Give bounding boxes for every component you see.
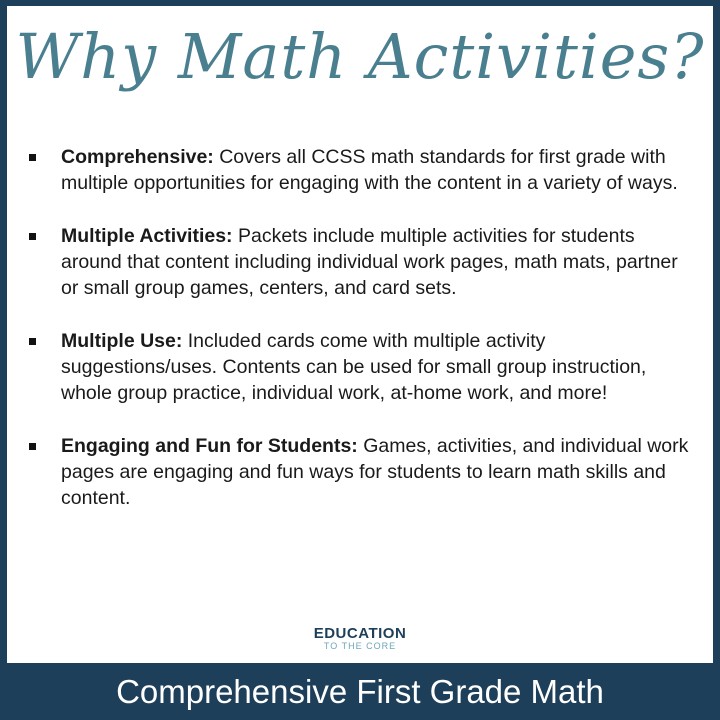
item-text: Packets include multiple activities for …: [61, 225, 678, 299]
item-text: Covers all CCSS math standards for first…: [61, 146, 678, 194]
item-heading: Multiple Use:: [61, 330, 183, 352]
logo-line1: EDUCATION: [313, 625, 407, 642]
item-heading: Multiple Activities:: [61, 225, 233, 247]
bullet-icon: [29, 443, 36, 450]
bullet-icon: [29, 338, 36, 345]
item-heading: Engaging and Fun for Students:: [61, 435, 358, 457]
item-heading: Comprehensive:: [61, 146, 214, 168]
feature-list: Comprehensive: Covers all CCSS math stan…: [27, 144, 697, 538]
logo-line2: TO THE CORE: [323, 641, 397, 651]
brand-logo: EDUCATION TO THE CORE: [0, 626, 720, 651]
bullet-icon: [29, 233, 36, 240]
bullet-icon: [29, 154, 36, 161]
list-item: Comprehensive: Covers all CCSS math stan…: [27, 144, 697, 196]
page-title: Why Math Activities?: [15, 20, 705, 93]
item-text: Included cards come with multiple activi…: [61, 330, 647, 404]
list-item: Multiple Use: Included cards come with m…: [27, 328, 697, 406]
item-text: Games, activities, and individual work p…: [61, 435, 689, 509]
footer-banner: Comprehensive First Grade Math: [116, 672, 604, 710]
list-item: Multiple Activities: Packets include mul…: [27, 223, 697, 301]
list-item: Engaging and Fun for Students: Games, ac…: [27, 433, 697, 511]
content-card: Why Math Activities? Comprehensive: Cove…: [7, 6, 713, 663]
